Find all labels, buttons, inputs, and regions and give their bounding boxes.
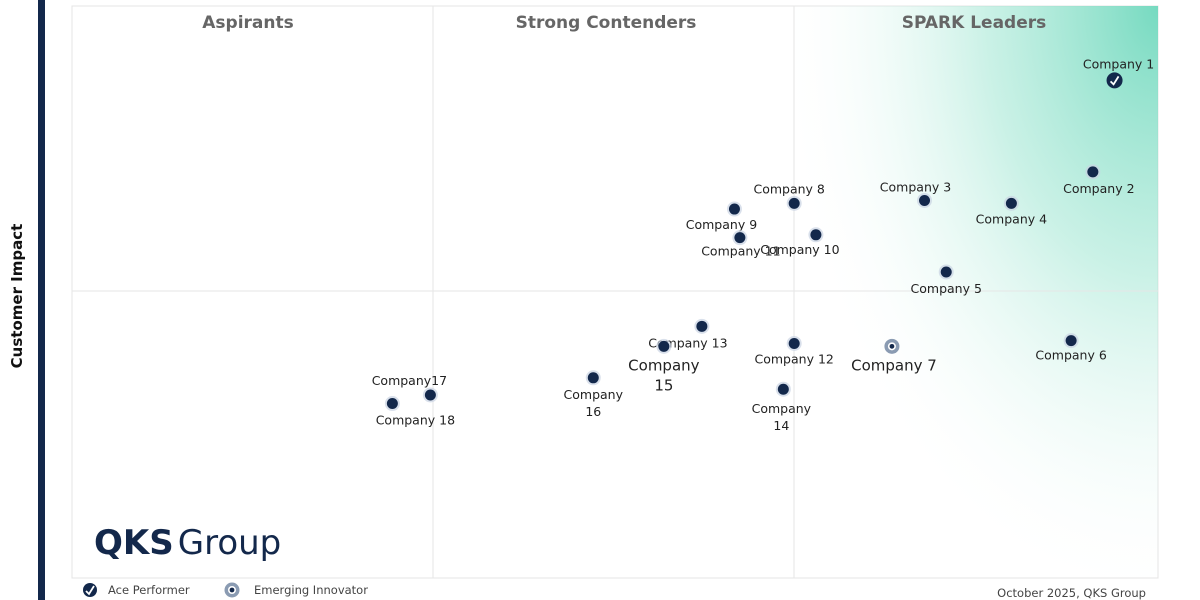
- quadrant-title-strong-contenders: Strong Contenders: [516, 13, 697, 33]
- marker-company-3: [917, 192, 933, 208]
- marker-company-5: [938, 264, 954, 280]
- marker-company-15: [656, 338, 672, 354]
- marker-company-4: [1003, 195, 1019, 211]
- label-company-10: Company 10: [760, 242, 839, 257]
- marker-company17: [422, 387, 438, 403]
- legend-ace-icon: [83, 583, 97, 597]
- point-company-10: Company 10: [760, 227, 840, 257]
- label-company-5: Company 5: [911, 281, 982, 296]
- label-company-6: Company 6: [1035, 348, 1106, 363]
- logo-light: Group: [178, 523, 282, 563]
- point-company-18: Company 18: [376, 396, 455, 428]
- point-company-4: Company 4: [976, 195, 1047, 226]
- marker-company-13: [694, 318, 710, 334]
- legend-ace-label: Ace Performer: [108, 583, 190, 597]
- point-company-3: Company 3: [880, 179, 951, 208]
- marker-company-11: [732, 230, 748, 246]
- label-company-8: Company 8: [753, 181, 824, 196]
- logo-text: QKS Group: [94, 523, 281, 563]
- marker-company-18: [384, 396, 400, 412]
- label-company-1: Company 1: [1083, 56, 1154, 71]
- quadrant-title-spark-leaders: SPARK Leaders: [902, 13, 1047, 33]
- point-company-2: Company 2: [1063, 164, 1135, 196]
- point-company-11: Company 11: [701, 230, 781, 259]
- left-frame-bar: [38, 0, 45, 600]
- point-company-9: Company 9: [686, 201, 757, 232]
- point-company-15: Company 15: [628, 338, 700, 394]
- label-company-12: Company 12: [755, 351, 834, 366]
- point-company-1: Company 1: [1083, 56, 1154, 89]
- marker-company-8: [786, 195, 802, 211]
- label-company-4: Company 4: [976, 211, 1047, 226]
- y-axis-label: Customer Impact: [8, 224, 26, 369]
- qks-logo: QKS Group: [94, 523, 281, 563]
- label-company-9: Company 9: [686, 217, 757, 232]
- point-company-12: Company 12: [755, 335, 834, 366]
- quadrant-title-aspirants: Aspirants: [202, 13, 293, 33]
- marker-company-14: [775, 381, 791, 397]
- point-company-5: Company 5: [911, 264, 982, 296]
- point-company-14: Company 14: [752, 381, 812, 433]
- plot-area: [71, 5, 1159, 579]
- point-company-8: Company 8: [753, 181, 825, 211]
- marker-company-2: [1085, 164, 1101, 180]
- legend-emerging-icon: [224, 582, 240, 598]
- label-company-14: Company 14: [752, 401, 812, 433]
- label-company-7: Company 7: [851, 356, 937, 374]
- legend-emerging-label: Emerging Innovator: [254, 583, 368, 597]
- label-company-16: Company 16: [564, 387, 624, 419]
- marker-company-6: [1063, 333, 1079, 349]
- footer-credit: October 2025, QKS Group: [997, 586, 1146, 600]
- label-company-2: Company 2: [1063, 181, 1134, 196]
- point-company-7: Company 7: [851, 338, 937, 374]
- point-company17: Company17: [372, 373, 447, 403]
- point-company-16: Company 16: [564, 370, 624, 419]
- point-company-6: Company 6: [1035, 333, 1107, 363]
- marker-company-16: [585, 370, 601, 386]
- marker-company-10: [808, 227, 824, 243]
- marker-company-1: [1106, 72, 1123, 89]
- legend: Ace Performer Emerging Innovator: [83, 582, 368, 598]
- label-company-15: Company 15: [628, 356, 699, 394]
- label-company17: Company17: [372, 373, 447, 388]
- marker-company-7: [884, 338, 900, 354]
- logo-bold: QKS: [94, 523, 174, 563]
- label-company-18: Company 18: [376, 413, 455, 428]
- leaders-zone: [794, 6, 1158, 578]
- marker-company-12: [786, 335, 802, 351]
- points-layer: Company 1 Company 2 Company 3 Company 4 Comp…: [372, 56, 1155, 433]
- label-company-3: Company 3: [880, 179, 951, 194]
- label-company-11: Company 11: [701, 244, 780, 259]
- marker-company-9: [726, 201, 742, 217]
